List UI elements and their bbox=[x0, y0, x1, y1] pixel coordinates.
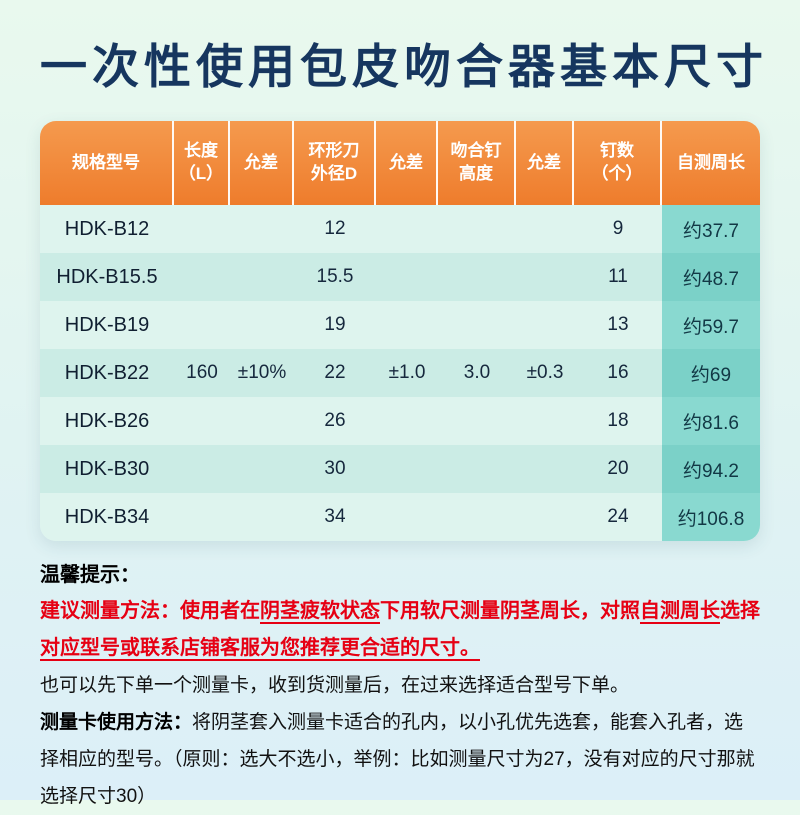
cell-diameter: 26 bbox=[294, 397, 376, 445]
cell-diameter: 15.5 bbox=[294, 253, 376, 301]
cell-staples: 9 bbox=[574, 205, 662, 253]
cell-circumference: 约48.7 bbox=[662, 253, 760, 301]
suggestion-label: 建议测量方法： bbox=[40, 600, 180, 622]
cell-height-tolerance bbox=[516, 301, 574, 349]
cell-length bbox=[174, 301, 230, 349]
table-row: HDK-B22 160 ±10% 22 ±1.0 3.0 ±0.3 16 约69 bbox=[40, 349, 760, 397]
cell-staple-height bbox=[438, 205, 516, 253]
cell-length-tolerance bbox=[230, 301, 294, 349]
tips-heading: 温馨提示： bbox=[40, 564, 140, 586]
underlined-contact-service: 对应型号或联系店铺客服为您推荐更合适的尺寸。 bbox=[40, 637, 480, 659]
cell-length-merged: 160 bbox=[174, 349, 230, 397]
cell-model: HDK-B30 bbox=[40, 445, 174, 493]
cell-length-tolerance bbox=[230, 253, 294, 301]
cell-staples: 20 bbox=[574, 445, 662, 493]
cell-model: HDK-B12 bbox=[40, 205, 174, 253]
col-header-height-tolerance: 允差 bbox=[516, 121, 574, 205]
spec-table: 规格型号 长度 （L） 允差 环形刀 外径D 允差 吻合钉 高度 允差 钉数 （… bbox=[40, 121, 760, 541]
cell-staple-height bbox=[438, 445, 516, 493]
cell-diameter-tolerance bbox=[376, 205, 438, 253]
cell-circumference: 约94.2 bbox=[662, 445, 760, 493]
col-header-staple-count: 钉数 （个） bbox=[574, 121, 662, 205]
cell-model: HDK-B26 bbox=[40, 397, 174, 445]
col-header-staple-height: 吻合钉 高度 bbox=[438, 121, 516, 205]
cell-model: HDK-B34 bbox=[40, 493, 174, 541]
cell-length bbox=[174, 493, 230, 541]
cell-length bbox=[174, 445, 230, 493]
cell-diameter: 34 bbox=[294, 493, 376, 541]
col-header-self-measured: 自测周长 bbox=[662, 121, 760, 205]
cell-staple-height-merged: 3.0 bbox=[438, 349, 516, 397]
cell-diameter: 22 bbox=[294, 349, 376, 397]
cell-length bbox=[174, 397, 230, 445]
cell-diameter-tolerance-merged: ±1.0 bbox=[376, 349, 438, 397]
cell-staple-height bbox=[438, 493, 516, 541]
spec-table-wrapper: 规格型号 长度 （L） 允差 环形刀 外径D 允差 吻合钉 高度 允差 钉数 （… bbox=[40, 121, 760, 541]
underlined-self-measured: 自测周长 bbox=[640, 600, 720, 622]
table-row: HDK-B19 19 13 约59.7 bbox=[40, 301, 760, 349]
cell-height-tolerance bbox=[516, 205, 574, 253]
cell-diameter: 19 bbox=[294, 301, 376, 349]
cell-height-tolerance-merged: ±0.3 bbox=[516, 349, 574, 397]
cell-model: HDK-B15.5 bbox=[40, 253, 174, 301]
cell-length-tolerance bbox=[230, 205, 294, 253]
cell-diameter: 30 bbox=[294, 445, 376, 493]
cell-length-tolerance bbox=[230, 445, 294, 493]
table-row: HDK-B30 30 20 约94.2 bbox=[40, 445, 760, 493]
cell-staples: 18 bbox=[574, 397, 662, 445]
cell-staple-height bbox=[438, 397, 516, 445]
cell-circumference: 约37.7 bbox=[662, 205, 760, 253]
cell-diameter: 12 bbox=[294, 205, 376, 253]
cell-diameter-tolerance bbox=[376, 253, 438, 301]
cell-model: HDK-B22 bbox=[40, 349, 174, 397]
cell-circumference: 约59.7 bbox=[662, 301, 760, 349]
usage-label: 测量卡使用方法： bbox=[40, 712, 193, 734]
measurement-suggestion: 建议测量方法：使用者在阴茎疲软状态下用软尺测量阴茎周长，对照自测周长选择 对应型号… bbox=[40, 600, 760, 659]
cell-height-tolerance bbox=[516, 397, 574, 445]
cell-length bbox=[174, 253, 230, 301]
col-header-length: 长度 （L） bbox=[174, 121, 230, 205]
cell-height-tolerance bbox=[516, 253, 574, 301]
cell-staples: 16 bbox=[574, 349, 662, 397]
col-header-diameter-tolerance: 允差 bbox=[376, 121, 438, 205]
col-header-length-tolerance: 允差 bbox=[230, 121, 294, 205]
cell-staple-height bbox=[438, 301, 516, 349]
cell-staples: 11 bbox=[574, 253, 662, 301]
cell-staples: 13 bbox=[574, 301, 662, 349]
cell-length bbox=[174, 205, 230, 253]
page-title: 一次性使用包皮吻合器基本尺寸 bbox=[40, 40, 768, 93]
table-row: HDK-B12 12 9 约37.7 bbox=[40, 205, 760, 253]
col-header-ring-diameter: 环形刀 外径D bbox=[294, 121, 376, 205]
cell-circumference: 约69 bbox=[662, 349, 760, 397]
cell-model: HDK-B19 bbox=[40, 301, 174, 349]
measure-card-usage: 测量卡使用方法：将阴茎套入测量卡适合的孔内，以小孔优先选套，能套入孔者，选择相应… bbox=[40, 704, 760, 815]
cell-circumference: 约81.6 bbox=[662, 397, 760, 445]
cell-length-tolerance bbox=[230, 397, 294, 445]
table-row: HDK-B26 26 18 约81.6 bbox=[40, 397, 760, 445]
cell-staple-height bbox=[438, 253, 516, 301]
col-header-model: 规格型号 bbox=[40, 121, 174, 205]
cell-diameter-tolerance bbox=[376, 301, 438, 349]
cell-staples: 24 bbox=[574, 493, 662, 541]
header-row: 规格型号 长度 （L） 允差 环形刀 外径D 允差 吻合钉 高度 允差 钉数 （… bbox=[40, 121, 760, 205]
cell-length-tolerance-merged: ±10% bbox=[230, 349, 294, 397]
table-row: HDK-B15.5 15.5 11 约48.7 bbox=[40, 253, 760, 301]
cell-diameter-tolerance bbox=[376, 445, 438, 493]
tips-section: 温馨提示： 建议测量方法：使用者在阴茎疲软状态下用软尺测量阴茎周长，对照自测周长… bbox=[40, 557, 760, 815]
cell-diameter-tolerance bbox=[376, 397, 438, 445]
cell-height-tolerance bbox=[516, 493, 574, 541]
cell-height-tolerance bbox=[516, 445, 574, 493]
cell-length-tolerance bbox=[230, 493, 294, 541]
cell-diameter-tolerance bbox=[376, 493, 438, 541]
underlined-flaccid-state: 阴茎疲软状态 bbox=[260, 600, 380, 622]
cell-circumference: 约106.8 bbox=[662, 493, 760, 541]
table-row: HDK-B34 34 24 约106.8 bbox=[40, 493, 760, 541]
alternative-order-tip: 也可以先下单一个测量卡，收到货测量后，在过来选择适合型号下单。 bbox=[40, 675, 630, 696]
